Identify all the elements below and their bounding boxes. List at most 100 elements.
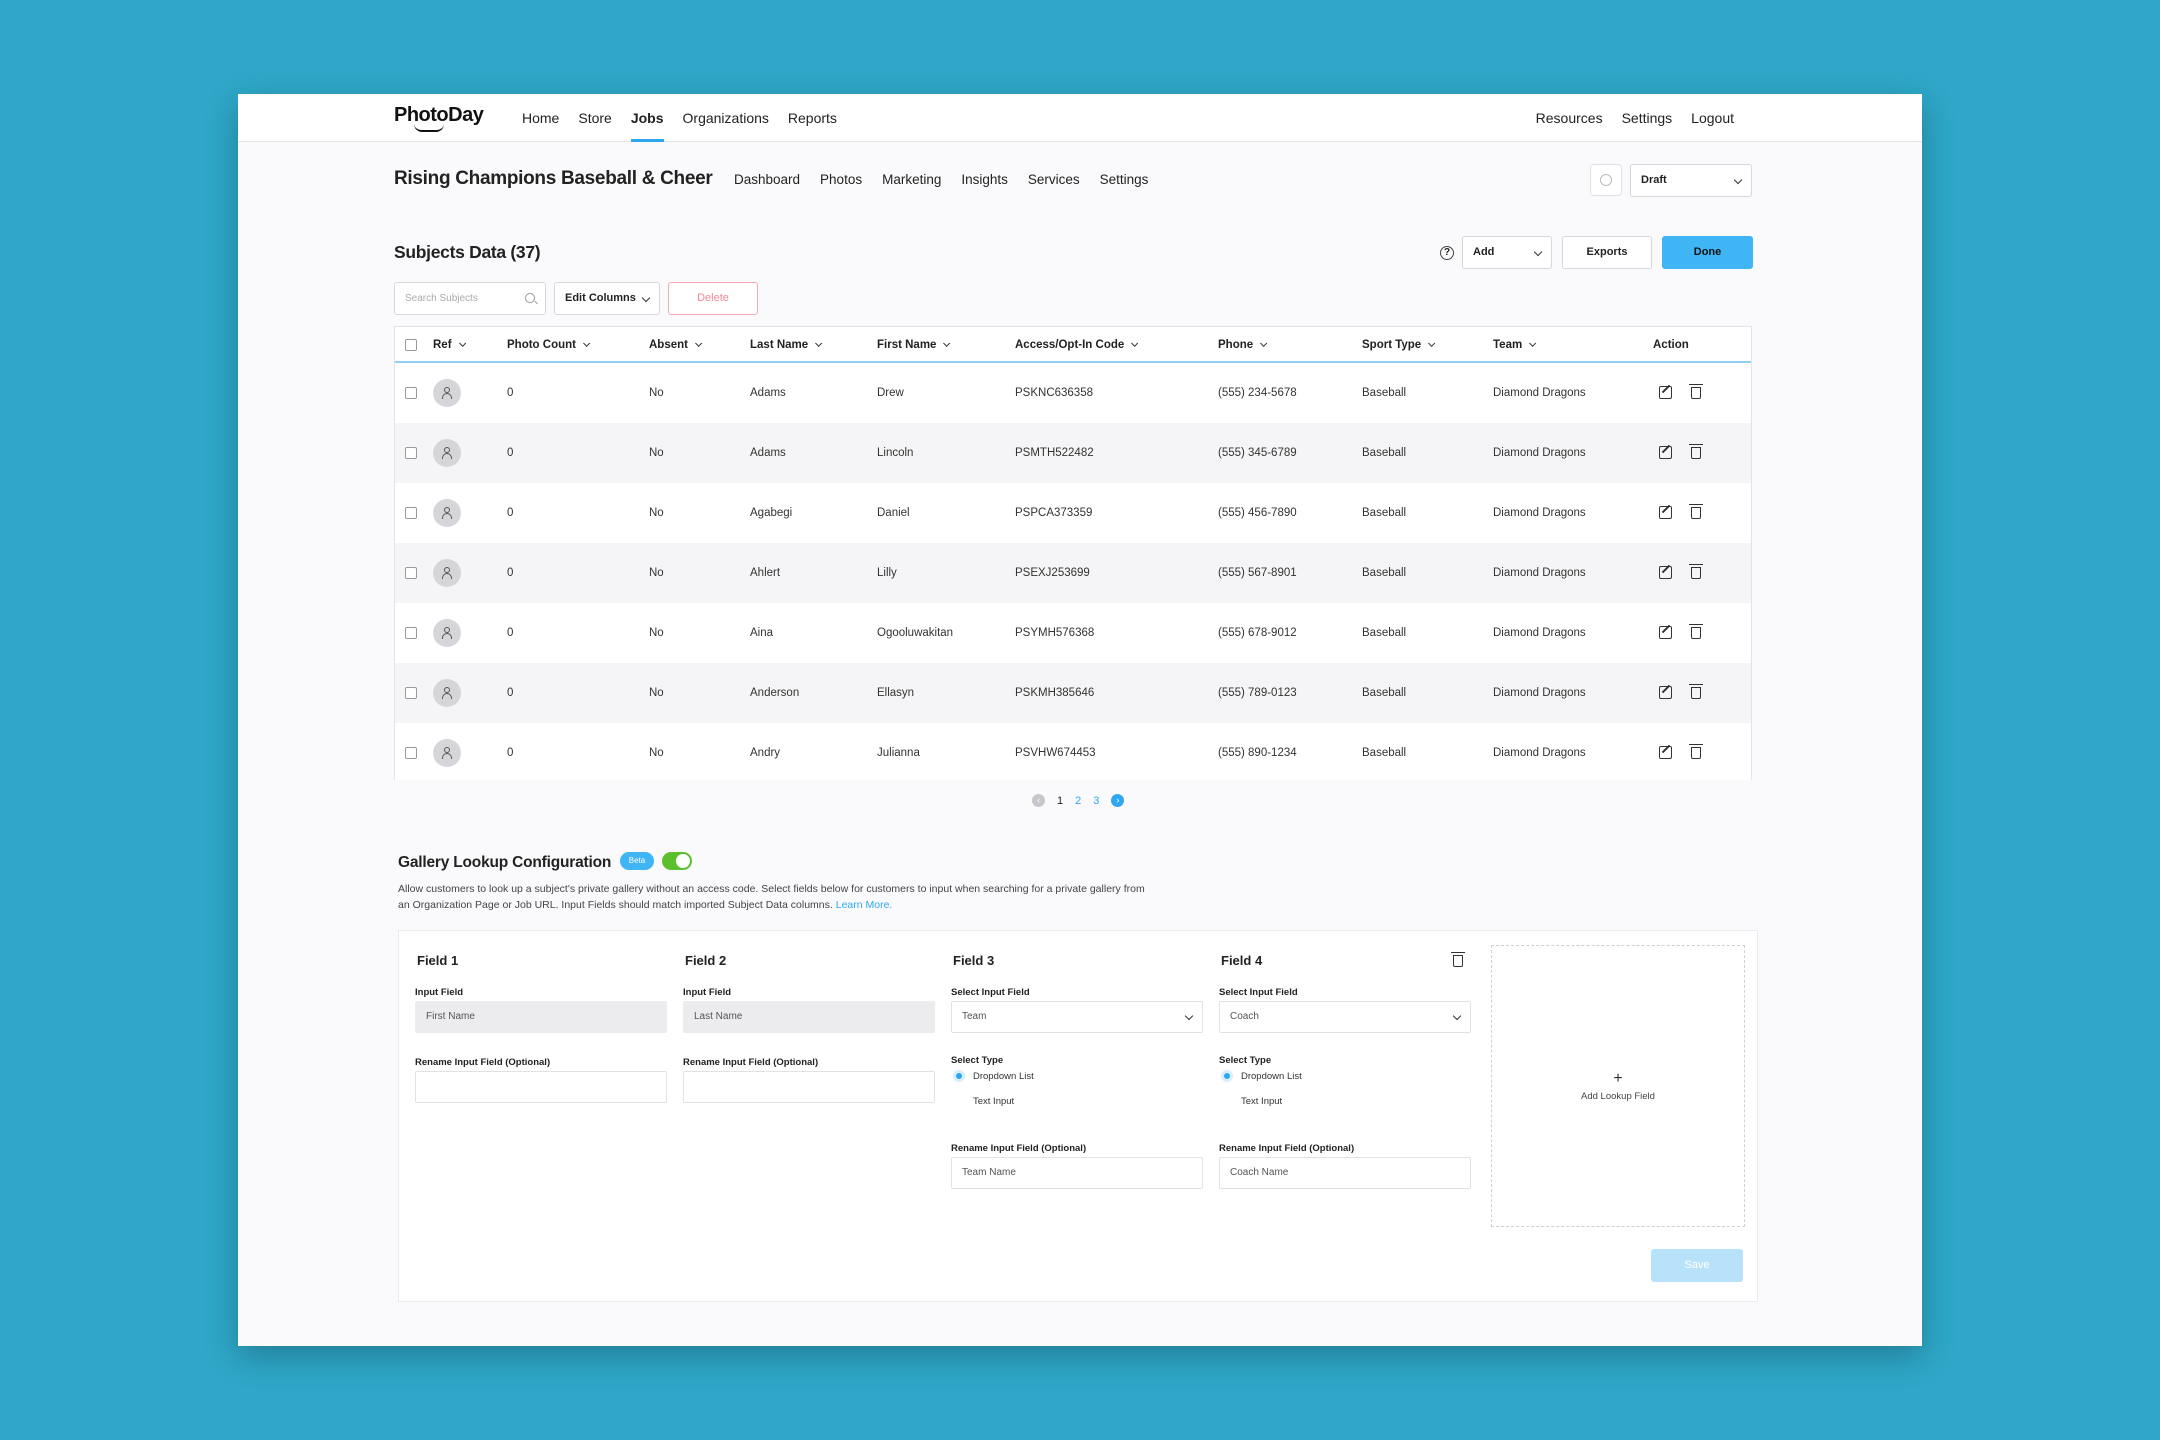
- sort-chevron-icon: [943, 339, 951, 347]
- subnav-services[interactable]: Services: [1027, 172, 1080, 187]
- trash-icon[interactable]: [1689, 744, 1703, 759]
- search-icon[interactable]: [525, 293, 535, 303]
- sort-chevron-icon: [1131, 339, 1139, 347]
- edit-icon[interactable]: [1659, 386, 1672, 399]
- done-button[interactable]: Done: [1662, 236, 1753, 269]
- schedule-button[interactable]: [1590, 164, 1622, 196]
- row-checkbox[interactable]: [405, 687, 417, 699]
- photoday-logo[interactable]: PhotoDay: [394, 104, 484, 126]
- nav-jobs[interactable]: Jobs: [630, 94, 664, 142]
- row-checkbox[interactable]: [405, 507, 417, 519]
- search-input[interactable]: [395, 283, 515, 314]
- field-3-select[interactable]: Team: [951, 1001, 1203, 1033]
- field-4-type-label: Select Type: [1219, 1055, 1272, 1066]
- field-4-radio-text[interactable]: [1221, 1095, 1233, 1107]
- prev-page-icon[interactable]: ‹: [1032, 794, 1045, 807]
- col-photo-count-label: Photo Count: [507, 339, 576, 351]
- gallery-lookup-description: Allow customers to look up a subject's p…: [398, 881, 1158, 913]
- row-checkbox[interactable]: [405, 387, 417, 399]
- trash-icon[interactable]: [1689, 684, 1703, 699]
- field-3-radio-dropdown[interactable]: [953, 1070, 965, 1082]
- subnav-settings[interactable]: Settings: [1099, 172, 1149, 187]
- trash-icon[interactable]: [1689, 504, 1703, 519]
- nav-home[interactable]: Home: [522, 110, 560, 126]
- exports-button[interactable]: Exports: [1562, 236, 1652, 269]
- table-row: 0 No Andry Julianna PSVHW674453 (555) 89…: [395, 723, 1751, 780]
- page-3[interactable]: 3: [1093, 794, 1100, 807]
- nav-resources[interactable]: Resources: [1535, 110, 1603, 126]
- add-button[interactable]: Add: [1462, 236, 1552, 269]
- subnav-dashboard[interactable]: Dashboard: [734, 172, 801, 187]
- col-first-name[interactable]: First Name: [877, 327, 951, 363]
- cell-absent: No: [649, 627, 664, 639]
- cell-phone: (555) 456-7890: [1218, 507, 1297, 519]
- field-1-heading: Field 1: [417, 953, 459, 968]
- edit-icon[interactable]: [1659, 626, 1672, 639]
- edit-icon[interactable]: [1659, 446, 1672, 459]
- col-team[interactable]: Team: [1493, 327, 1537, 363]
- row-checkbox[interactable]: [405, 627, 417, 639]
- page-2[interactable]: 2: [1075, 794, 1082, 807]
- field-1-rename-label: Rename Input Field (Optional): [415, 1057, 551, 1068]
- edit-icon[interactable]: [1659, 686, 1672, 699]
- subnav-photos[interactable]: Photos: [820, 172, 863, 187]
- row-checkbox[interactable]: [405, 447, 417, 459]
- cell-photo-count: 0: [507, 447, 514, 459]
- learn-more-link[interactable]: Learn More.: [835, 899, 893, 911]
- field-2-rename-input[interactable]: [683, 1071, 935, 1103]
- col-absent[interactable]: Absent: [649, 327, 703, 363]
- edit-icon[interactable]: [1659, 566, 1672, 579]
- subnav-marketing[interactable]: Marketing: [882, 172, 942, 187]
- trash-icon[interactable]: [1689, 624, 1703, 639]
- add-button-label: Add: [1473, 246, 1495, 258]
- col-access-code[interactable]: Access/Opt-In Code: [1015, 327, 1139, 363]
- trash-icon[interactable]: [1689, 564, 1703, 579]
- nav-settings[interactable]: Settings: [1621, 110, 1673, 126]
- help-icon[interactable]: ?: [1440, 246, 1454, 260]
- delete-button[interactable]: Delete: [668, 282, 758, 315]
- row-checkbox[interactable]: [405, 567, 417, 579]
- trash-icon[interactable]: [1689, 384, 1703, 399]
- person-icon: [444, 447, 450, 453]
- table-header: Ref Photo Count Absent Last Name First N…: [395, 327, 1751, 363]
- field-3-rename-input[interactable]: Team Name: [951, 1157, 1203, 1189]
- nav-reports[interactable]: Reports: [787, 110, 837, 126]
- col-ref[interactable]: Ref: [433, 327, 466, 363]
- table-row: 0 No Anderson Ellasyn PSKMH385646 (555) …: [395, 663, 1751, 723]
- field-4-select[interactable]: Coach: [1219, 1001, 1471, 1033]
- remove-field-4-trash-icon[interactable]: [1451, 952, 1465, 967]
- save-button[interactable]: Save: [1651, 1249, 1743, 1282]
- col-sport-type-label: Sport Type: [1362, 339, 1422, 351]
- cell-access-code: PSMTH522482: [1015, 447, 1094, 459]
- subnav-insights[interactable]: Insights: [961, 172, 1008, 187]
- cell-access-code: PSKMH385646: [1015, 687, 1095, 699]
- col-phone[interactable]: Phone: [1218, 327, 1268, 363]
- cell-first-name: Ellasyn: [877, 687, 915, 699]
- select-all-checkbox[interactable]: [405, 339, 417, 351]
- gallery-lookup-toggle[interactable]: [662, 852, 692, 870]
- add-lookup-field-label: Add Lookup Field: [1581, 1090, 1655, 1102]
- page-1[interactable]: 1: [1057, 794, 1064, 807]
- sort-chevron-icon: [583, 339, 591, 347]
- nav-organizations[interactable]: Organizations: [682, 110, 769, 126]
- person-icon: [444, 687, 450, 693]
- col-photo-count[interactable]: Photo Count: [507, 327, 591, 363]
- next-page-icon[interactable]: ›: [1111, 794, 1125, 807]
- edit-icon[interactable]: [1659, 506, 1672, 519]
- person-icon: [444, 387, 450, 393]
- row-checkbox[interactable]: [405, 747, 417, 759]
- nav-store[interactable]: Store: [578, 110, 612, 126]
- col-sport-type[interactable]: Sport Type: [1362, 327, 1436, 363]
- edit-columns-button[interactable]: Edit Columns: [554, 282, 660, 315]
- col-last-name[interactable]: Last Name: [750, 327, 823, 363]
- field-1-rename-input[interactable]: [415, 1071, 667, 1103]
- field-4-rename-input[interactable]: Coach Name: [1219, 1157, 1471, 1189]
- edit-icon[interactable]: [1659, 746, 1672, 759]
- person-body-icon: [442, 453, 452, 459]
- field-4-radio-dropdown[interactable]: [1221, 1070, 1233, 1082]
- add-lookup-field-button[interactable]: + Add Lookup Field: [1491, 945, 1745, 1227]
- job-status-select[interactable]: Draft: [1630, 164, 1752, 197]
- trash-icon[interactable]: [1689, 444, 1703, 459]
- nav-logout[interactable]: Logout: [1691, 110, 1734, 126]
- field-3-radio-text[interactable]: [953, 1095, 965, 1107]
